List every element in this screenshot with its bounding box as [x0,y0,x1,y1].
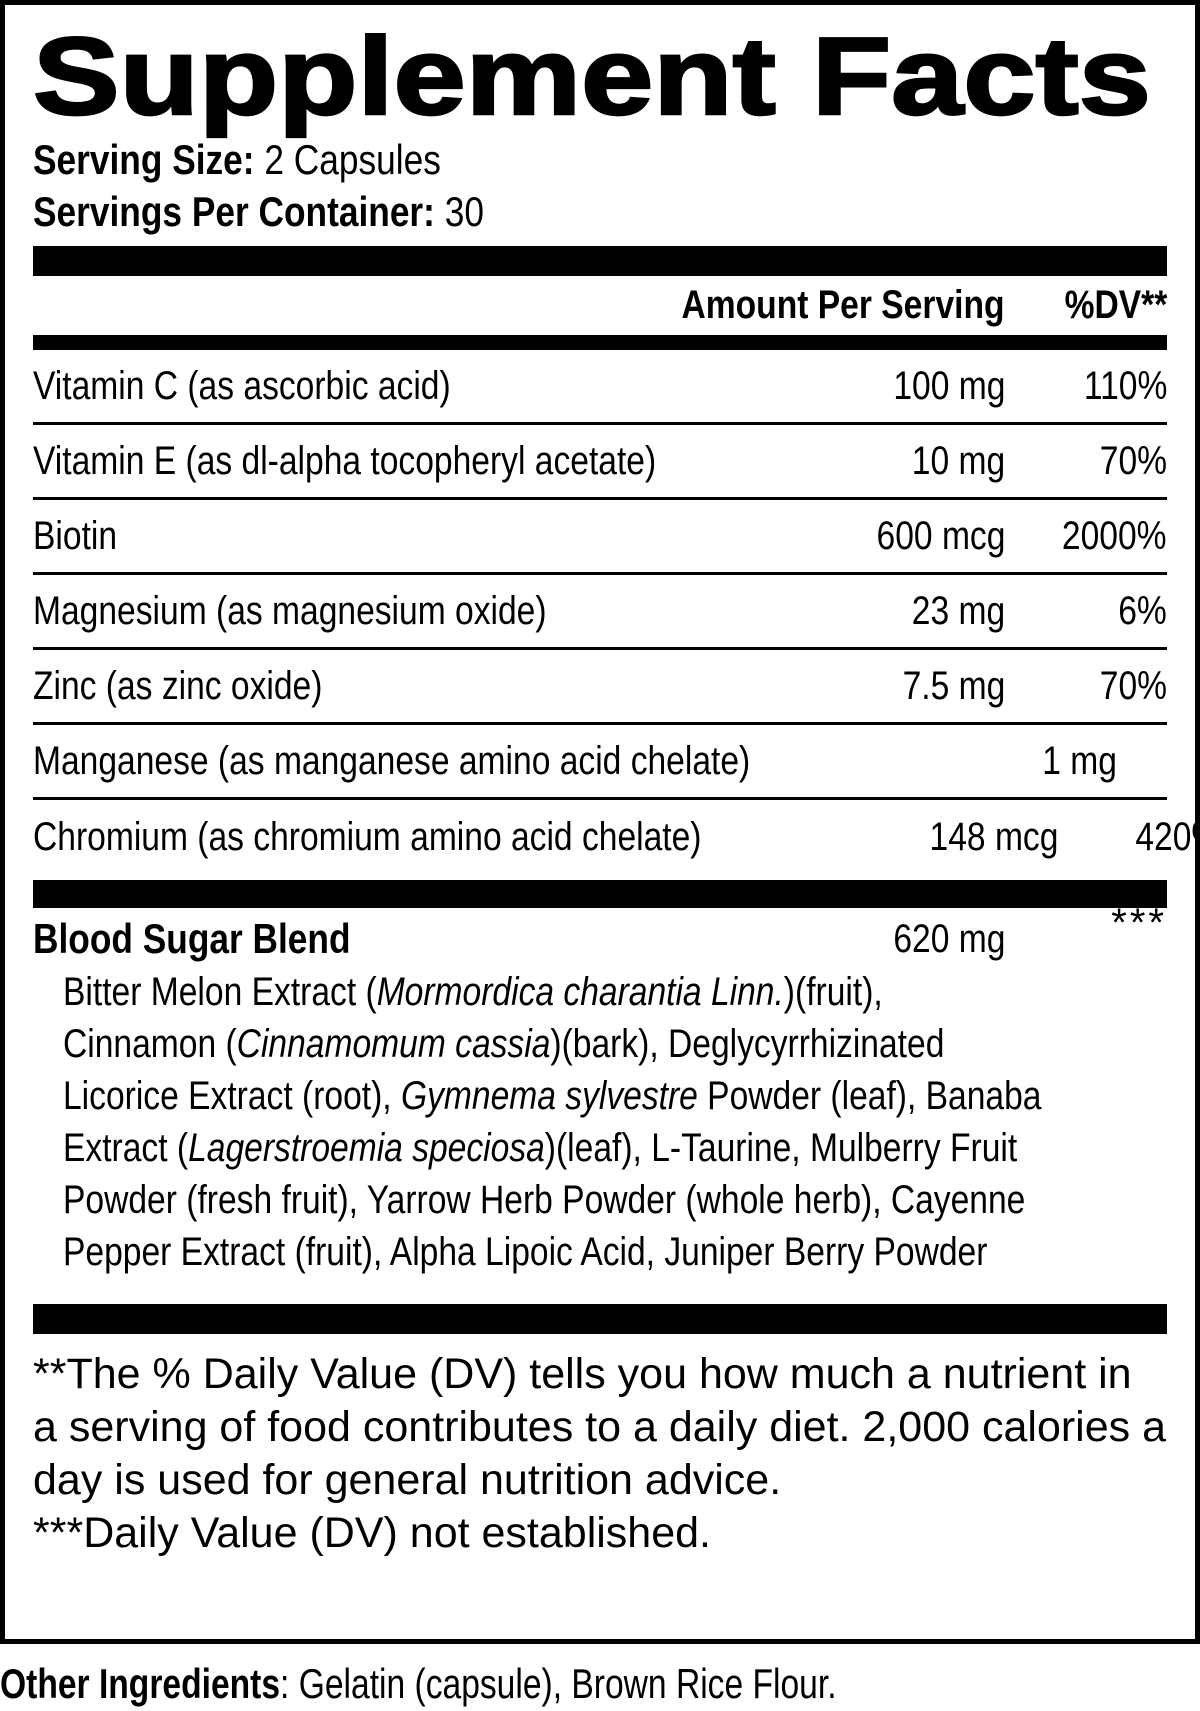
table-row: Chromium (as chromium amino acid chelate… [33,800,1200,875]
divider-bar-thick-top [33,246,1167,276]
blend-description-line: Cinnamon (Cinnamomum cassia)(bark), Degl… [63,1022,945,1066]
table-row: Zinc (as zinc oxide) 7.5 mg 70% [33,650,1167,725]
daily-value-footnote: **The % Daily Value (DV) tells you how m… [33,1350,1167,1504]
serving-size-value: 2 Capsules [264,136,441,183]
servings-per-container-value: 30 [444,188,484,235]
blend-amount: 620 mg [892,916,1005,961]
divider-bar-above-footnotes [33,1304,1167,1334]
nutrient-amount: 10 mg [911,438,1005,483]
divider-bar-above-blend [33,880,1167,908]
nutrient-amount: 23 mg [911,588,1005,633]
other-ingredients-line: Other Ingredients: Gelatin (capsule), Br… [0,1660,1200,1708]
not-established-footnote: ***Daily Value (DV) not established. [33,1509,711,1557]
blend-dv-stars: *** [1111,900,1167,945]
page-title: Supplement Facts [32,15,1153,138]
nutrient-dv: 6% [1118,588,1167,633]
servings-per-container-line: Servings Per Container: 30 [33,186,1167,238]
title-row: Supplement Facts [32,15,1167,138]
blend-description-line: Bitter Melon Extract (Mormordica charant… [63,970,883,1014]
blend-header-row: Blood Sugar Blend 620 mg *** [33,900,1167,964]
nutrient-name: Biotin [33,513,118,558]
nutrient-name: Manganese (as manganese amino acid chela… [33,738,751,783]
nutrient-amount: 7.5 mg [902,663,1005,708]
blend-description-line: Licorice Extract (root), Gymnema sylvest… [63,1074,1042,1118]
percent-dv-header: %DV** [1064,283,1167,327]
nutrient-name: Vitamin E (as dl-alpha tocopheryl acetat… [33,438,657,483]
nutrient-dv: 70% [1099,663,1167,708]
blend-description-line: Extract (Lagerstroemia speciosa)(leaf), … [63,1126,1018,1170]
blend-description-line: Powder (fresh fruit), Yarrow Herb Powder… [63,1178,1026,1222]
nutrient-dv: 420% [1134,815,1200,859]
table-row: Vitamin E (as dl-alpha tocopheryl acetat… [33,425,1167,500]
serving-size-label: Serving Size: [33,136,255,183]
nutrient-amount: 600 mcg [876,513,1005,558]
table-row: Magnesium (as magnesium oxide) 23 mg 6% [33,575,1167,650]
servings-per-container-label: Servings Per Container: [33,188,435,235]
blend-description: Bitter Melon Extract (Mormordica charant… [63,966,1167,1278]
table-row: Manganese (as manganese amino acid chela… [33,725,1167,800]
other-ingredients-label: Other Ingredients [0,1660,281,1707]
nutrient-name: Magnesium (as magnesium oxide) [33,588,547,633]
nutrient-amount: 148 mcg [929,815,1059,859]
nutrient-dv: 2000% [1062,513,1167,558]
serving-info: Serving Size: 2 Capsules Servings Per Co… [33,134,1167,238]
blend-name: Blood Sugar Blend [33,915,351,962]
nutrient-amount: 100 mg [892,363,1005,408]
nutrient-name: Vitamin C (as ascorbic acid) [33,363,451,408]
nutrient-dv: 70% [1099,438,1167,483]
divider-bar-under-header [33,335,1167,350]
amount-per-serving-header: Amount Per Serving [682,283,1005,327]
supplement-facts-panel: Supplement Facts Serving Size: 2 Capsule… [0,0,1200,1644]
other-ingredients-value: : Gelatin (capsule), Brown Rice Flour. [280,1660,837,1707]
serving-size-line: Serving Size: 2 Capsules [33,134,1167,186]
nutrient-name: Chromium (as chromium amino acid chelate… [33,815,702,859]
table-row: Biotin 600 mcg 2000% [33,500,1167,575]
table-header-row: Amount Per Serving %DV** [33,276,1167,335]
nutrient-dv: 110% [1083,363,1167,408]
nutrient-name: Zinc (as zinc oxide) [33,663,323,708]
table-row: Vitamin C (as ascorbic acid) 100 mg 110% [33,350,1167,425]
footnotes: **The % Daily Value (DV) tells you how m… [33,1348,1167,1560]
nutrient-dv: 45% [1117,739,1200,784]
nutrient-amount: 1 mg [1042,738,1117,783]
blend-description-line: Pepper Extract (fruit), Alpha Lipoic Aci… [63,1230,988,1274]
